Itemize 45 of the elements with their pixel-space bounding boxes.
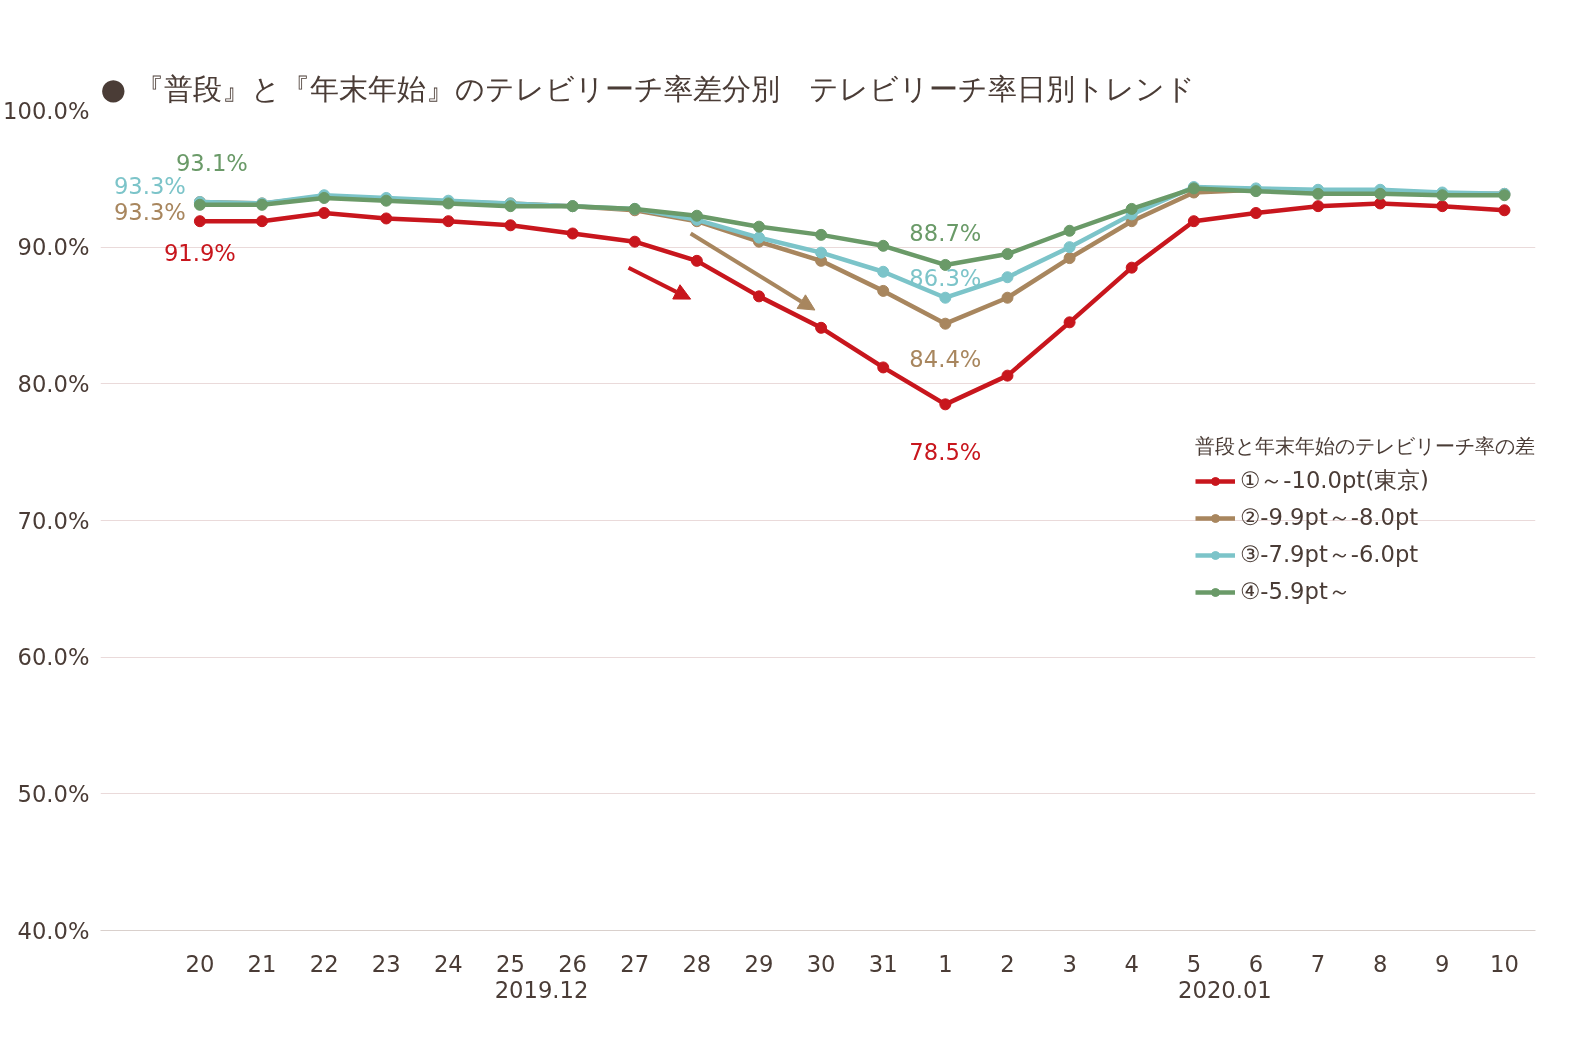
data-label: 78.5%: [909, 439, 982, 466]
y-tick-label: 90.0%: [17, 234, 90, 261]
legend-title: 普段と年末年始のテレビリーチ率の差: [1195, 433, 1535, 460]
y-tick-label: 80.0%: [17, 370, 90, 397]
y-tick-label: 100.0%: [3, 97, 90, 124]
legend-label: ①～-10.0pt(東京): [1240, 466, 1429, 495]
x-tick-label: 7: [1310, 950, 1326, 977]
x-tick-label: 2: [1000, 950, 1015, 977]
x-tick-label: 22: [309, 950, 339, 977]
y-tick-label: 60.0%: [17, 644, 90, 671]
legend-label: ②-9.9pt～-8.0pt: [1240, 503, 1419, 532]
x-tick-label: 3: [1062, 950, 1077, 977]
text: 2019.12: [494, 976, 589, 1003]
y-tick-label: 40.0%: [17, 917, 90, 944]
data-label: 93.3%: [113, 173, 186, 200]
chart-title: ● 『普段』と『年末年始』のテレビリーチ率差分別 テレビリーチ率日別トレンド: [100, 71, 1196, 106]
y-tick-label: 70.0%: [17, 507, 90, 534]
text: 2020.01: [1178, 976, 1272, 1003]
data-label: 88.7%: [909, 219, 982, 246]
data-label: 91.9%: [163, 240, 236, 267]
x-tick-label: 1: [938, 950, 953, 977]
x-tick-label: 28: [682, 950, 712, 977]
x-tick-label: 9: [1435, 950, 1450, 977]
x-tick-label: 31: [868, 950, 898, 977]
x-tick-label: 21: [247, 950, 277, 977]
x-tick-label: 20: [185, 950, 215, 977]
x-tick-label: 27: [620, 950, 650, 977]
x-tick-label: 29: [744, 950, 774, 977]
x-tick-label: 24: [433, 950, 463, 977]
y-tick-label: 50.0%: [17, 780, 90, 807]
x-tick-label: 25: [496, 950, 525, 977]
x-tick-label: 23: [371, 950, 401, 977]
x-tick-label: 8: [1372, 950, 1388, 977]
x-tick-label: 4: [1124, 950, 1139, 977]
data-label: 93.1%: [175, 149, 248, 176]
data-label: 86.3%: [909, 264, 982, 291]
x-tick-label: 6: [1248, 950, 1264, 977]
legend-label: ③-7.9pt～-6.0pt: [1240, 540, 1419, 569]
data-label: 84.4%: [909, 345, 982, 372]
legend-label: ④-5.9pt～: [1240, 577, 1351, 606]
x-tick-label: 10: [1490, 950, 1519, 977]
data-label: 93.3%: [113, 199, 186, 226]
x-tick-label: 26: [558, 950, 588, 977]
x-tick-label: 5: [1186, 950, 1202, 977]
x-tick-label: 30: [806, 950, 836, 977]
